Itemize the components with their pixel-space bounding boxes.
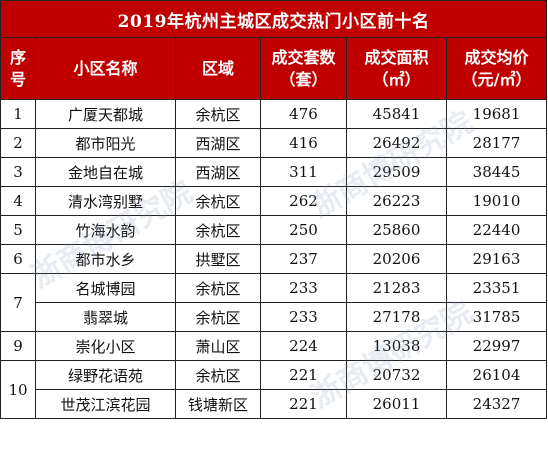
rank-cell: 2 xyxy=(0,128,36,158)
area-cell: 26492 xyxy=(346,128,447,158)
price-cell: 24327 xyxy=(445,389,548,419)
title-row: 2019年杭州主城区成交热门小区前十名 xyxy=(0,0,548,38)
units-cell: 476 xyxy=(260,99,347,129)
units-cell: 221 xyxy=(260,360,347,390)
price-cell: 23351 xyxy=(445,273,548,303)
name-cell: 都市阳光 xyxy=(35,128,176,158)
price-cell: 19681 xyxy=(445,99,548,129)
district-cell: 余杭区 xyxy=(175,215,261,245)
table-row: 6 都市水乡 拱墅区 237 20206 29163 xyxy=(0,244,548,274)
price-cell: 26104 xyxy=(445,360,548,390)
table-row: 5 竹海水韵 余杭区 250 25860 22440 xyxy=(0,215,548,245)
district-cell: 余杭区 xyxy=(175,186,261,216)
name-cell: 清水湾别墅 xyxy=(35,186,176,216)
header-row: 序号 小区名称 区域 成交套数 （套） 成交面积 （㎡） 成交均价 （元/㎡） xyxy=(0,37,548,100)
district-cell: 萧山区 xyxy=(175,331,261,361)
name-cell: 翡翠城 xyxy=(35,302,176,332)
header-district: 区域 xyxy=(175,37,261,100)
rank-cell: 7 xyxy=(0,273,36,332)
district-cell: 余杭区 xyxy=(175,273,261,303)
units-cell: 221 xyxy=(260,389,347,419)
units-cell: 237 xyxy=(260,244,347,274)
district-cell: 钱塘新区 xyxy=(175,389,261,419)
table-title: 2019年杭州主城区成交热门小区前十名 xyxy=(0,0,548,38)
table-row: 9 崇化小区 萧山区 224 13038 22997 xyxy=(0,331,548,361)
area-cell: 20732 xyxy=(346,360,447,390)
header-units-line2: （套） xyxy=(279,69,328,89)
rank-cell: 4 xyxy=(0,186,36,216)
name-cell: 竹海水韵 xyxy=(35,215,176,245)
district-cell: 拱墅区 xyxy=(175,244,261,274)
header-units: 成交套数 （套） xyxy=(260,37,347,100)
name-cell: 都市水乡 xyxy=(35,244,176,274)
header-price-line1: 成交均价 xyxy=(464,47,529,67)
units-cell: 233 xyxy=(260,273,347,303)
district-cell: 余杭区 xyxy=(175,302,261,332)
area-cell: 26223 xyxy=(346,186,447,216)
name-cell: 世茂江滨花园 xyxy=(35,389,176,419)
units-cell: 416 xyxy=(260,128,347,158)
price-cell: 31785 xyxy=(445,302,548,332)
area-cell: 20206 xyxy=(346,244,447,274)
header-price: 成交均价 （元/㎡） xyxy=(445,37,548,100)
header-price-line2: （元/㎡） xyxy=(461,69,532,89)
area-cell: 45841 xyxy=(346,99,447,129)
table-row: 7 名城博园 余杭区 233 21283 23351 xyxy=(0,273,548,332)
name-cell: 崇化小区 xyxy=(35,331,176,361)
header-name: 小区名称 xyxy=(35,37,176,100)
header-area-line1: 成交面积 xyxy=(364,47,429,67)
price-cell: 38445 xyxy=(445,157,548,187)
district-cell: 余杭区 xyxy=(175,360,261,390)
area-cell: 13038 xyxy=(346,331,447,361)
table-row: 4 清水湾别墅 余杭区 262 26223 19010 xyxy=(0,186,548,216)
table-row: 3 金地自在城 西湖区 311 29509 38445 xyxy=(0,157,548,187)
name-cell: 名城博园 xyxy=(35,273,176,303)
rank-cell: 9 xyxy=(0,331,36,361)
header-rank-line2: 号 xyxy=(9,69,26,89)
area-cell: 26011 xyxy=(346,389,447,419)
header-area: 成交面积 （㎡） xyxy=(346,37,447,100)
table-row: 2 都市阳光 西湖区 416 26492 28177 xyxy=(0,128,548,158)
rank-cell: 10 xyxy=(0,360,36,419)
units-cell: 262 xyxy=(260,186,347,216)
units-cell: 250 xyxy=(260,215,347,245)
table-row: 1 广厦天都城 余杭区 476 45841 19681 xyxy=(0,99,548,129)
ranking-table: 2019年杭州主城区成交热门小区前十名 序号 小区名称 区域 成交套数 （套） 成… xyxy=(0,0,548,419)
name-cell: 绿野花语苑 xyxy=(35,360,176,390)
price-cell: 22440 xyxy=(445,215,548,245)
area-cell: 27178 xyxy=(346,302,447,332)
district-cell: 余杭区 xyxy=(175,99,261,129)
table-row: 世茂江滨花园 钱塘新区 221 26011 24327 xyxy=(1,389,548,419)
area-cell: 29509 xyxy=(346,157,447,187)
table-row: 10 绿野花语苑 余杭区 221 20732 26104 xyxy=(0,360,548,419)
district-cell: 西湖区 xyxy=(175,128,261,158)
rank-cell: 3 xyxy=(0,157,36,187)
units-cell: 311 xyxy=(260,157,347,187)
area-cell: 25860 xyxy=(346,215,447,245)
district-cell: 西湖区 xyxy=(175,157,261,187)
price-cell: 28177 xyxy=(445,128,548,158)
rank-cell: 5 xyxy=(0,215,36,245)
name-cell: 广厦天都城 xyxy=(35,99,176,129)
header-units-line1: 成交套数 xyxy=(271,47,336,67)
header-area-line2: （㎡） xyxy=(372,69,421,89)
name-cell: 金地自在城 xyxy=(35,157,176,187)
header-rank: 序号 xyxy=(0,37,36,100)
area-cell: 21283 xyxy=(346,273,447,303)
price-cell: 29163 xyxy=(445,244,548,274)
header-rank-line1: 序 xyxy=(9,47,26,67)
units-cell: 224 xyxy=(260,331,347,361)
table-row: 翡翠城 余杭区 233 27178 31785 xyxy=(1,302,548,332)
rank-cell: 6 xyxy=(0,244,36,274)
price-cell: 22997 xyxy=(445,331,548,361)
rank-cell: 1 xyxy=(0,99,36,129)
price-cell: 19010 xyxy=(445,186,548,216)
units-cell: 233 xyxy=(260,302,347,332)
